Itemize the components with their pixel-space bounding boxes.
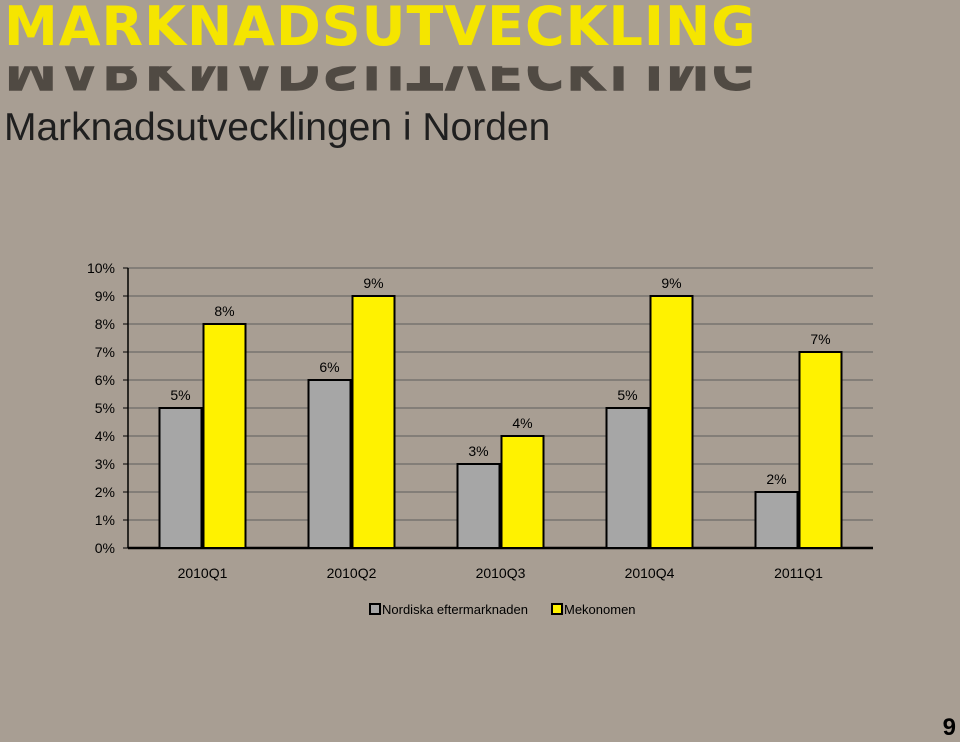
data-label: 2%	[766, 471, 786, 487]
data-label: 9%	[661, 275, 681, 291]
x-tick-label: 2011Q1	[774, 565, 823, 581]
y-tick-label: 4%	[95, 428, 115, 444]
x-tick-label: 2010Q2	[327, 565, 377, 581]
y-tick-label: 7%	[95, 344, 115, 360]
data-label: 7%	[810, 331, 830, 347]
brand-title: MARKNADSUTVECKLING	[4, 0, 757, 58]
y-tick-label: 10%	[87, 260, 115, 276]
legend-swatch	[551, 603, 563, 615]
x-tick-label: 2010Q3	[476, 565, 526, 581]
data-label: 3%	[468, 443, 488, 459]
bar-mekonomen	[351, 295, 396, 549]
x-tick-label: 2010Q1	[178, 565, 228, 581]
data-label: 5%	[170, 387, 190, 403]
data-label: 9%	[363, 275, 383, 291]
legend-swatch	[369, 603, 381, 615]
y-tick-label: 2%	[95, 484, 115, 500]
legend-label: Mekonomen	[564, 602, 636, 617]
bar-nordiska	[158, 407, 203, 549]
y-tick-label: 9%	[95, 288, 115, 304]
y-tick-label: 8%	[95, 316, 115, 332]
data-label: 8%	[214, 303, 234, 319]
data-label: 5%	[617, 387, 637, 403]
data-label: 4%	[512, 415, 532, 431]
y-tick-label: 1%	[95, 512, 115, 528]
bar-nordiska	[754, 491, 799, 549]
bar-mekonomen	[500, 435, 545, 549]
bar-nordiska	[456, 463, 501, 549]
bar-mekonomen	[798, 351, 843, 549]
data-label: 6%	[319, 359, 339, 375]
bar-mekonomen	[202, 323, 247, 549]
legend-label: Nordiska eftermarknaden	[382, 602, 528, 617]
bar-mekonomen	[649, 295, 694, 549]
y-tick-label: 5%	[95, 400, 115, 416]
page-number: 9	[942, 714, 956, 741]
x-tick-label: 2010Q4	[625, 565, 675, 581]
page-subtitle: Marknadsutvecklingen i Norden	[4, 106, 551, 149]
y-tick-label: 3%	[95, 456, 115, 472]
bar-nordiska	[307, 379, 352, 549]
bar-nordiska	[605, 407, 650, 549]
y-tick-label: 6%	[95, 372, 115, 388]
y-tick-label: 0%	[95, 540, 115, 556]
